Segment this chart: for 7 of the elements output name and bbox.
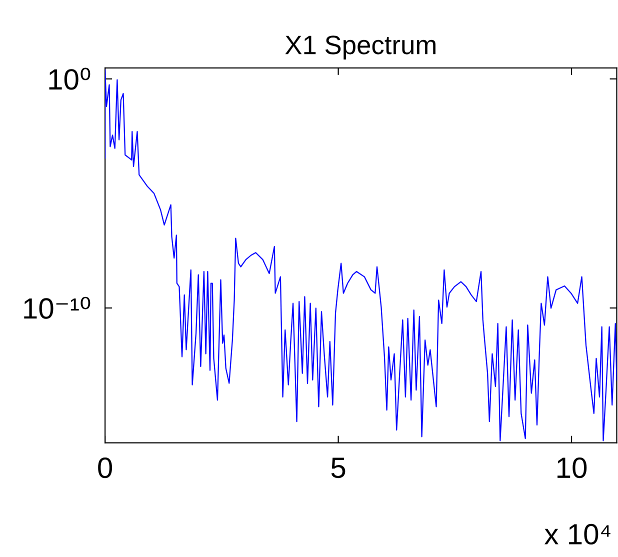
x-tick-label: 10 [558,457,587,478]
y-tick-label: 10⁰ [49,68,90,90]
x-tick-label: 0 [98,457,112,478]
x-tick-label: 5 [331,458,346,478]
y-tick-label: 10⁻¹⁰ [24,296,90,319]
text: x 10⁴ [544,524,610,545]
chart-title: X1 Spectrum [285,36,436,60]
